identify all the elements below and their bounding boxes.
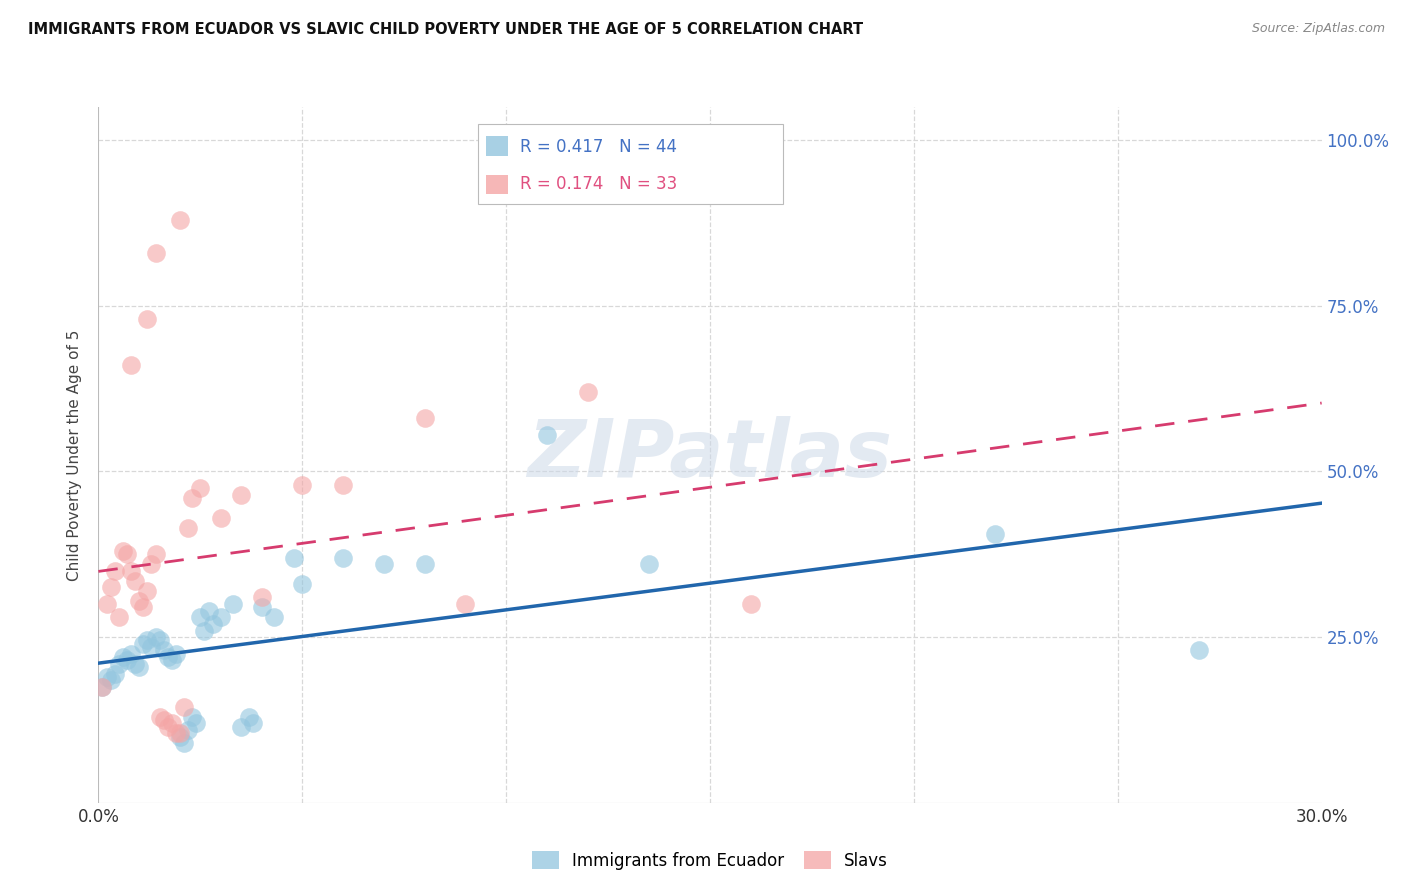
- Point: [111, 544, 134, 558]
- Point: [100, 581, 122, 595]
- Point: [222, 597, 245, 611]
- Point: [145, 547, 167, 561]
- Point: [250, 600, 273, 615]
- FancyBboxPatch shape: [478, 124, 783, 204]
- Point: [160, 653, 183, 667]
- FancyBboxPatch shape: [486, 175, 508, 194]
- Point: [91, 680, 114, 694]
- Point: [152, 713, 174, 727]
- Point: [124, 657, 146, 671]
- Point: [152, 643, 174, 657]
- Point: [141, 640, 163, 654]
- Point: [96, 597, 118, 611]
- Point: [291, 577, 314, 591]
- Point: [413, 558, 436, 572]
- Point: [156, 650, 179, 665]
- Point: [124, 574, 146, 588]
- Point: [132, 600, 155, 615]
- Text: ZIPatlas: ZIPatlas: [527, 416, 893, 494]
- Point: [165, 726, 187, 740]
- Point: [108, 610, 131, 624]
- Text: IMMIGRANTS FROM ECUADOR VS SLAVIC CHILD POVERTY UNDER THE AGE OF 5 CORRELATION C: IMMIGRANTS FROM ECUADOR VS SLAVIC CHILD …: [28, 22, 863, 37]
- Y-axis label: Child Poverty Under the Age of 5: Child Poverty Under the Age of 5: [67, 329, 83, 581]
- Point: [173, 736, 195, 750]
- Text: R = 0.174   N = 33: R = 0.174 N = 33: [520, 175, 678, 194]
- Point: [104, 564, 127, 578]
- Point: [177, 723, 200, 737]
- Point: [115, 547, 138, 561]
- Text: Source: ZipAtlas.com: Source: ZipAtlas.com: [1251, 22, 1385, 36]
- Point: [120, 564, 142, 578]
- Point: [283, 550, 305, 565]
- Point: [209, 610, 232, 624]
- Point: [263, 610, 285, 624]
- Point: [145, 630, 167, 644]
- Point: [984, 527, 1007, 541]
- Point: [115, 653, 138, 667]
- Point: [141, 558, 163, 572]
- Point: [173, 699, 195, 714]
- Point: [156, 720, 179, 734]
- Point: [136, 312, 159, 326]
- Point: [181, 491, 204, 505]
- Point: [231, 720, 253, 734]
- Point: [160, 716, 183, 731]
- Point: [104, 666, 127, 681]
- Point: [231, 488, 253, 502]
- Point: [291, 477, 314, 491]
- Point: [120, 359, 142, 373]
- Point: [91, 680, 114, 694]
- Point: [132, 637, 155, 651]
- Point: [576, 384, 599, 399]
- Point: [454, 597, 477, 611]
- Point: [186, 716, 208, 731]
- Point: [638, 558, 661, 572]
- Point: [413, 411, 436, 425]
- Point: [181, 709, 204, 723]
- Text: R = 0.417   N = 44: R = 0.417 N = 44: [520, 137, 678, 156]
- Point: [149, 709, 172, 723]
- Point: [740, 597, 762, 611]
- Point: [111, 650, 134, 665]
- Point: [145, 245, 167, 260]
- Point: [169, 730, 191, 744]
- Point: [169, 726, 191, 740]
- Point: [136, 583, 159, 598]
- Point: [96, 670, 118, 684]
- Point: [169, 212, 191, 227]
- Point: [536, 428, 558, 442]
- Point: [201, 616, 224, 631]
- Point: [128, 660, 150, 674]
- Point: [193, 624, 215, 638]
- Legend: Immigrants from Ecuador, Slavs: Immigrants from Ecuador, Slavs: [523, 843, 897, 878]
- Point: [1188, 643, 1211, 657]
- Point: [136, 633, 159, 648]
- Point: [120, 647, 142, 661]
- Point: [108, 657, 131, 671]
- Point: [238, 709, 260, 723]
- Point: [250, 591, 273, 605]
- Point: [332, 550, 354, 565]
- Point: [373, 558, 395, 572]
- Point: [128, 593, 150, 607]
- Point: [188, 610, 212, 624]
- Point: [177, 521, 200, 535]
- Point: [188, 481, 212, 495]
- Point: [242, 716, 264, 731]
- Point: [100, 673, 122, 688]
- Point: [209, 511, 232, 525]
- Point: [165, 647, 187, 661]
- Point: [332, 477, 354, 491]
- Point: [197, 604, 219, 618]
- Point: [149, 633, 172, 648]
- FancyBboxPatch shape: [486, 136, 508, 156]
